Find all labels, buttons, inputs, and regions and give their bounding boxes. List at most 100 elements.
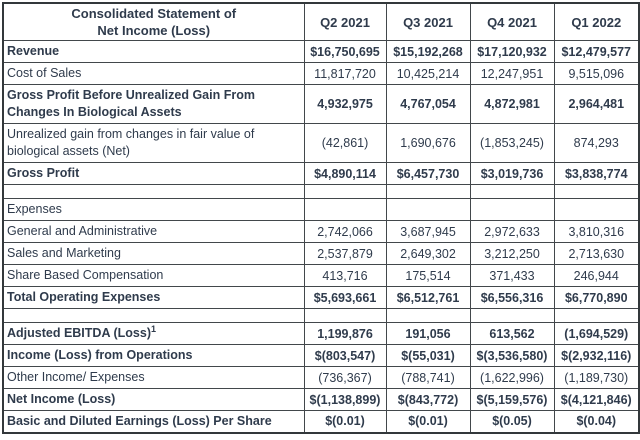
value-cell: $12,479,577	[553, 40, 640, 63]
value-cell: $4,890,114	[303, 162, 387, 185]
value-cell: 3,212,250	[469, 242, 555, 265]
row-label-text: Basic and Diluted Earnings (Loss) Per Sh…	[7, 413, 272, 428]
value-cell: (1,694,529)	[553, 322, 640, 345]
row-label: Basic and Diluted Earnings (Loss) Per Sh…	[2, 410, 305, 433]
value-cell: $16,750,695	[303, 40, 387, 63]
value-cell: 613,562	[469, 322, 555, 345]
table-row: General and Administrative 2,742,066 3,687…	[2, 220, 640, 243]
value-cell: 4,872,981	[469, 84, 555, 124]
value-cell: 2,742,066	[303, 220, 387, 243]
row-label: General and Administrative	[2, 220, 305, 243]
value-cell: (1,622,996)	[469, 366, 555, 389]
value-cell: 4,767,054	[385, 84, 471, 124]
row-label-text: Total Operating Expenses	[7, 290, 161, 304]
value-cell: 3,810,316	[553, 220, 640, 243]
value-cell: 413,716	[303, 264, 387, 287]
value-cell: 12,247,951	[469, 62, 555, 85]
value-cell: $(0.01)	[385, 410, 471, 433]
value-cell: 2,964,481	[553, 84, 640, 124]
value-cell: $(843,772)	[385, 388, 471, 411]
value-cell: (1,189,730)	[553, 366, 640, 389]
value-cell: 11,817,720	[303, 62, 387, 85]
column-header-q4-2021: Q4 2021	[469, 2, 555, 41]
row-label-text: Net Income (Loss)	[7, 392, 116, 406]
value-cell: $17,120,932	[469, 40, 555, 63]
value-cell	[303, 198, 387, 221]
value-cell: $6,457,730	[385, 162, 471, 185]
row-label: Adjusted EBITDA (Loss)1	[2, 322, 305, 345]
table-row: Adjusted EBITDA (Loss)1 1,199,876 191,056 6…	[2, 322, 640, 345]
row-label: Gross Profit Before Unrealized Gain From…	[2, 84, 305, 124]
value-cell: 2,713,630	[553, 242, 640, 265]
spacer-row	[2, 184, 640, 199]
value-cell: $15,192,268	[385, 40, 471, 63]
row-label	[2, 184, 305, 199]
value-cell: 191,056	[385, 322, 471, 345]
value-cell	[303, 308, 387, 323]
value-cell: $6,770,890	[553, 286, 640, 309]
row-label	[2, 308, 305, 323]
value-cell: 4,932,975	[303, 84, 387, 124]
table-row: Total Operating Expenses $5,693,661 $6,512…	[2, 286, 640, 309]
value-cell: $(803,547)	[303, 344, 387, 367]
row-label-text: Gross Profit	[7, 166, 80, 180]
row-label: Income (Loss) from Operations	[2, 344, 305, 367]
row-label: Expenses	[2, 198, 305, 221]
value-cell: 2,649,302	[385, 242, 471, 265]
table-row: Unrealized gain from changes in fair val…	[2, 123, 640, 163]
value-cell	[469, 308, 555, 323]
table-title-line2: Net Income (Loss)	[97, 23, 211, 38]
row-label: Unrealized gain from changes in fair val…	[2, 123, 305, 163]
value-cell: $3,019,736	[469, 162, 555, 185]
row-label: Other Income/ Expenses	[2, 366, 305, 389]
value-cell	[553, 198, 640, 221]
value-cell: 9,515,096	[553, 62, 640, 85]
value-cell: 3,687,945	[385, 220, 471, 243]
value-cell: $(0.05)	[469, 410, 555, 433]
row-label: Share Based Compensation	[2, 264, 305, 287]
row-label-text: Other Income/ Expenses	[7, 370, 145, 384]
row-label-text: Expenses	[7, 202, 62, 216]
value-cell: $(0.01)	[303, 410, 387, 433]
row-label-text: Adjusted EBITDA (Loss)	[7, 326, 151, 340]
table-title: Consolidated Statement of Net Income (Lo…	[2, 2, 305, 41]
table-body: Revenue $16,750,695 $15,192,268 $17,120,932…	[2, 40, 640, 433]
table-row: Share Based Compensation 413,716 175,514 37…	[2, 264, 640, 287]
value-cell: $(4,121,846)	[553, 388, 640, 411]
value-cell: $(5,159,576)	[469, 388, 555, 411]
value-cell: 1,690,676	[385, 123, 471, 163]
table-row: Other Income/ Expenses (736,367) (788,741)…	[2, 366, 640, 389]
value-cell	[553, 308, 640, 323]
row-label-text: Revenue	[7, 44, 60, 58]
footnote-marker: 1	[150, 323, 156, 334]
value-cell: 2,537,879	[303, 242, 387, 265]
value-cell	[385, 308, 471, 323]
value-cell: $6,512,761	[385, 286, 471, 309]
value-cell: $3,838,774	[553, 162, 640, 185]
table-row: Revenue $16,750,695 $15,192,268 $17,120,932…	[2, 40, 640, 63]
value-cell: 10,425,214	[385, 62, 471, 85]
row-label-text: Income (Loss) from Operations	[7, 348, 193, 362]
value-cell	[385, 184, 471, 199]
table-title-line1: Consolidated Statement of	[71, 6, 237, 21]
row-label: Sales and Marketing	[2, 242, 305, 265]
row-label-text: Sales and Marketing	[7, 246, 121, 260]
value-cell: $(1,138,899)	[303, 388, 387, 411]
table-row: Income (Loss) from Operations $(803,547) $…	[2, 344, 640, 367]
row-label: Cost of Sales	[2, 62, 305, 85]
table-row: Cost of Sales 11,817,720 10,425,214 12,247,…	[2, 62, 640, 85]
table-row: Expenses	[2, 198, 640, 221]
row-label-text: General and Administrative	[7, 224, 158, 238]
column-header-q2-2021: Q2 2021	[303, 2, 387, 41]
value-cell	[469, 198, 555, 221]
value-cell: 371,433	[469, 264, 555, 287]
table-row: Net Income (Loss) $(1,138,899) $(843,772) $…	[2, 388, 640, 411]
value-cell	[303, 184, 387, 199]
value-cell: $(55,031)	[385, 344, 471, 367]
value-cell: $(0.04)	[553, 410, 640, 433]
row-label-text: Gross Profit Before Unrealized Gain From…	[7, 88, 255, 119]
row-label-text: Share Based Compensation	[7, 268, 164, 282]
value-cell: 1,199,876	[303, 322, 387, 345]
table-row: Basic and Diluted Earnings (Loss) Per Sh…	[2, 410, 640, 433]
value-cell: 874,293	[553, 123, 640, 163]
